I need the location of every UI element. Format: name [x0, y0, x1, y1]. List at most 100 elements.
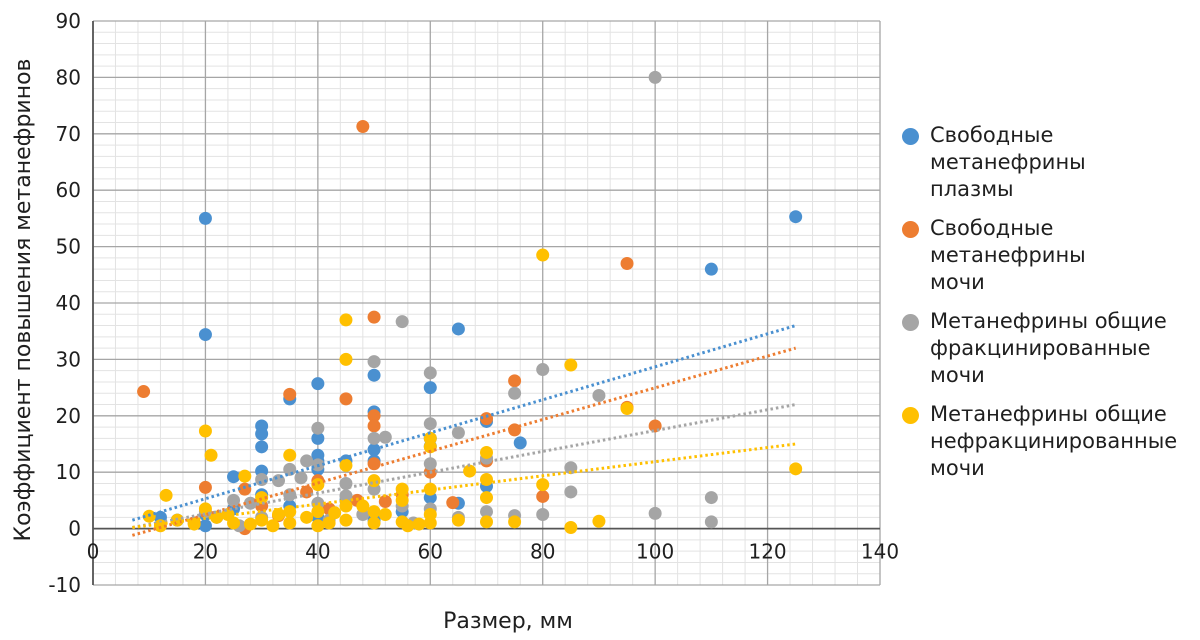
- data-point-total-unfractionated: [204, 448, 218, 462]
- y-tick-label: 20: [56, 404, 81, 428]
- data-point-total-fractionated: [395, 315, 409, 329]
- data-point-free-plasma: [198, 211, 212, 225]
- data-point-total-unfractionated: [480, 491, 493, 505]
- data-point-total-unfractionated: [451, 513, 465, 527]
- x-tick-labels: 0 20 40 60 80 100 120 140: [87, 540, 899, 564]
- data-point-free-plasma: [198, 328, 212, 342]
- x-tick-label: 80: [530, 540, 555, 564]
- data-point-total-unfractionated: [300, 510, 314, 524]
- data-point-total-fractionated: [423, 457, 437, 471]
- data-point-total-unfractionated: [328, 506, 342, 520]
- y-tick-label: -10: [48, 573, 81, 597]
- data-point-total-unfractionated: [536, 478, 550, 492]
- data-point-free-urine: [238, 482, 252, 496]
- data-point-total-unfractionated: [322, 516, 336, 530]
- data-point-free-urine: [367, 310, 381, 324]
- data-point-free-urine: [508, 423, 522, 437]
- data-point-total-unfractionated: [339, 513, 353, 527]
- y-tick-label: 50: [56, 235, 81, 259]
- data-point-free-plasma: [423, 381, 437, 395]
- y-axis-title: Коэффициент повышения метанефринов: [11, 58, 36, 541]
- data-point-total-fractionated: [300, 454, 314, 468]
- data-point-free-urine: [378, 495, 392, 509]
- y-tick-label: 70: [56, 122, 81, 146]
- data-point-free-plasma: [513, 436, 527, 450]
- data-point-free-urine: [536, 489, 550, 503]
- data-point-total-unfractionated: [564, 520, 578, 534]
- legend: Свободные метанефрины плазмы Свободные м…: [902, 122, 1198, 494]
- data-point-free-plasma: [255, 440, 269, 454]
- x-tick-label: 120: [748, 540, 786, 564]
- x-tick-label: 40: [305, 540, 330, 564]
- data-point-total-unfractionated: [339, 352, 353, 366]
- data-point-total-unfractionated: [789, 462, 803, 476]
- data-point-free-urine: [480, 412, 493, 426]
- legend-item-total-unfractionated: Метанефрины общие нефракцинированные моч…: [902, 401, 1198, 482]
- data-point-free-urine: [446, 496, 460, 510]
- data-point-free-plasma: [198, 519, 212, 533]
- data-point-free-urine: [367, 409, 381, 423]
- data-point-total-unfractionated: [283, 448, 297, 462]
- data-point-total-fractionated: [283, 462, 297, 476]
- data-point-free-plasma: [227, 470, 241, 484]
- data-point-total-unfractionated: [423, 482, 437, 496]
- x-tick-label: 20: [193, 540, 218, 564]
- data-point-total-unfractionated: [311, 519, 325, 533]
- data-point-total-unfractionated: [367, 516, 381, 530]
- data-point-total-unfractionated: [339, 458, 353, 472]
- data-point-free-urine: [137, 385, 151, 399]
- y-tick-label: 10: [56, 460, 81, 484]
- legend-marker-free-urine: [902, 221, 919, 238]
- data-point-total-fractionated: [227, 493, 241, 507]
- data-point-total-fractionated: [704, 491, 718, 505]
- legend-label-free-urine: Свободные метанефрины мочи: [930, 216, 1086, 294]
- data-point-free-urine: [339, 392, 353, 406]
- data-point-total-unfractionated: [536, 248, 550, 262]
- data-point-total-unfractionated: [367, 474, 381, 488]
- data-point-total-fractionated: [564, 485, 578, 499]
- data-point-total-unfractionated: [153, 519, 167, 533]
- data-point-total-unfractionated: [423, 516, 437, 530]
- axes: [92, 21, 880, 585]
- data-point-total-unfractionated: [620, 401, 634, 415]
- data-point-free-urine: [300, 485, 314, 499]
- data-point-total-fractionated: [311, 421, 325, 435]
- data-point-total-unfractionated: [401, 519, 415, 533]
- legend-marker-total-fractionated: [902, 314, 919, 331]
- y-tick-label: 60: [56, 178, 81, 202]
- data-point-total-unfractionated: [243, 517, 257, 531]
- data-point-total-unfractionated: [255, 491, 269, 505]
- data-point-total-fractionated: [423, 366, 437, 380]
- legend-label-free-plasma: Свободные метанефрины плазмы: [930, 123, 1086, 201]
- data-point-total-unfractionated: [266, 519, 280, 533]
- data-point-total-unfractionated: [592, 514, 606, 528]
- data-point-total-unfractionated: [412, 517, 426, 531]
- data-point-free-plasma: [311, 377, 325, 391]
- data-point-total-unfractionated: [198, 424, 212, 438]
- data-point-free-plasma: [789, 210, 803, 224]
- data-point-total-fractionated: [704, 515, 718, 529]
- data-point-free-urine: [356, 119, 370, 133]
- y-tick-labels: -10 0 10 20 30 40 50 60 70 80 90: [48, 9, 81, 597]
- data-point-total-unfractionated: [272, 508, 286, 521]
- y-tick-label: 90: [56, 9, 81, 33]
- data-point-total-fractionated: [423, 417, 437, 431]
- data-point-total-fractionated: [536, 363, 550, 377]
- data-point-total-unfractionated: [367, 505, 381, 519]
- data-point-total-fractionated: [564, 461, 578, 475]
- data-point-total-unfractionated: [339, 313, 353, 327]
- x-axis-title: Размер, мм: [443, 609, 573, 634]
- data-point-free-urine: [620, 257, 634, 271]
- data-point-total-unfractionated: [187, 517, 201, 531]
- data-point-free-urine: [283, 387, 297, 401]
- data-point-total-unfractionated: [395, 493, 409, 507]
- data-point-total-fractionated: [480, 505, 493, 519]
- data-point-total-fractionated: [367, 431, 381, 445]
- data-point-free-plasma: [451, 322, 465, 336]
- data-point-total-fractionated: [648, 506, 662, 520]
- data-point-total-fractionated: [294, 471, 308, 485]
- data-point-total-unfractionated: [311, 478, 325, 492]
- data-point-total-unfractionated: [356, 499, 370, 513]
- trendline-total-fractionated: [132, 403, 796, 529]
